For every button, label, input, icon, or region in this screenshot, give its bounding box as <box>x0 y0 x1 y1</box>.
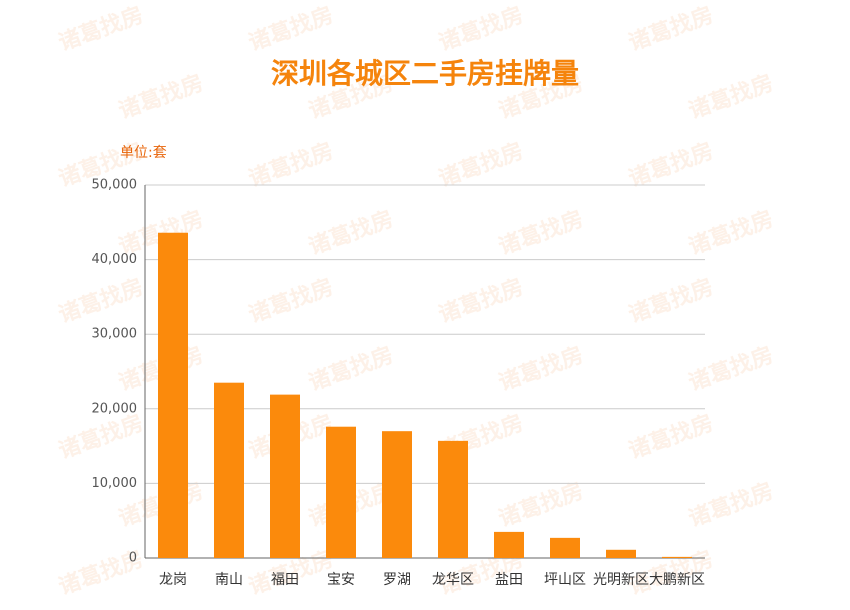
x-tick-label: 大鹏新区 <box>649 572 705 588</box>
x-tick-label: 福田 <box>271 572 299 588</box>
watermark: 诸葛找房 <box>115 70 207 125</box>
watermark: 诸葛找房 <box>305 206 397 261</box>
watermark: 诸葛找房 <box>495 206 587 261</box>
watermark: 诸葛找房 <box>685 70 777 125</box>
y-tick-label: 0 <box>129 551 137 566</box>
watermark: 诸葛找房 <box>55 410 147 465</box>
watermark: 诸葛找房 <box>495 478 587 533</box>
x-tick-label: 光明新区 <box>593 572 649 588</box>
watermark: 诸葛找房 <box>685 478 777 533</box>
x-tick-label: 坪山区 <box>544 572 586 588</box>
watermark: 诸葛找房 <box>435 2 527 57</box>
watermark: 诸葛找房 <box>305 342 397 397</box>
y-tick-label: 10,000 <box>92 476 138 491</box>
watermark: 诸葛找房 <box>685 206 777 261</box>
bar <box>214 382 244 558</box>
x-tick-label: 南山 <box>215 572 243 588</box>
bar <box>270 394 300 558</box>
x-tick-label: 罗湖 <box>383 572 411 588</box>
y-tick-label: 30,000 <box>92 327 138 342</box>
watermark: 诸葛找房 <box>625 410 717 465</box>
bar <box>494 531 524 558</box>
watermark: 诸葛找房 <box>435 138 527 193</box>
x-tick-label: 龙岗 <box>159 572 187 588</box>
y-tick-label: 20,000 <box>92 401 138 416</box>
chart-title: 深圳各城区二手房挂牌量 <box>271 57 579 90</box>
watermark: 诸葛找房 <box>245 274 337 329</box>
bar <box>326 426 356 558</box>
x-tick-label: 盐田 <box>495 572 523 588</box>
x-tick-label: 宝安 <box>327 572 355 588</box>
bar <box>606 549 636 558</box>
bar <box>438 440 468 558</box>
bar <box>158 232 188 558</box>
watermark: 诸葛找房 <box>55 2 147 57</box>
y-axis-label: 单位:套 <box>120 145 167 161</box>
watermark: 诸葛找房 <box>625 274 717 329</box>
y-tick-label: 50,000 <box>92 178 138 193</box>
watermark: 诸葛找房 <box>685 342 777 397</box>
watermark: 诸葛找房 <box>55 274 147 329</box>
bar <box>382 431 412 558</box>
bar <box>662 556 692 558</box>
watermark: 诸葛找房 <box>625 138 717 193</box>
y-tick-label: 40,000 <box>92 252 138 267</box>
watermark: 诸葛找房 <box>245 138 337 193</box>
bar <box>550 537 580 558</box>
x-tick-label: 龙华区 <box>432 572 474 588</box>
watermark: 诸葛找房 <box>245 2 337 57</box>
watermark: 诸葛找房 <box>435 274 527 329</box>
watermark: 诸葛找房 <box>495 342 587 397</box>
watermark: 诸葛找房 <box>625 2 717 57</box>
